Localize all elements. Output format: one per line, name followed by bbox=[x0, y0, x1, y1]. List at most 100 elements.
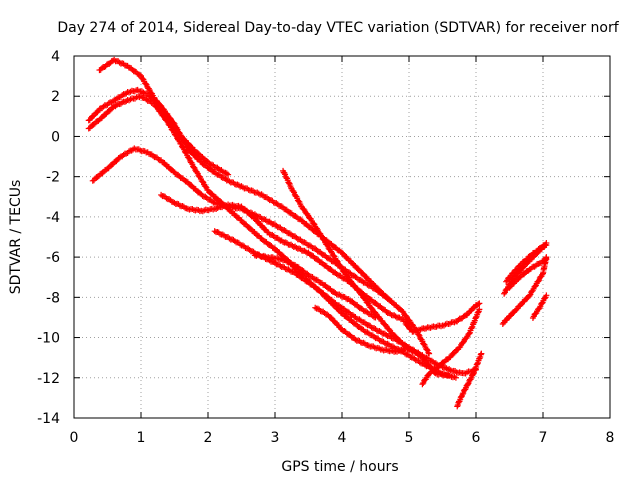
plot-frame bbox=[73, 55, 611, 419]
data-point bbox=[239, 242, 246, 249]
data-point bbox=[272, 221, 278, 228]
data-point bbox=[213, 170, 220, 177]
data-point bbox=[312, 304, 319, 311]
series-arc-l bbox=[454, 350, 485, 410]
data-point bbox=[450, 350, 457, 357]
data-point bbox=[363, 321, 370, 328]
series-arc-p bbox=[499, 254, 550, 327]
data-point bbox=[278, 226, 285, 233]
x-tick-label: 5 bbox=[405, 430, 414, 446]
data-point bbox=[172, 132, 179, 139]
data-point bbox=[385, 296, 392, 303]
y-axis-label: SDTVAR / TECUs bbox=[8, 180, 24, 295]
data-point bbox=[513, 306, 520, 313]
data-point bbox=[310, 220, 317, 227]
data-point bbox=[276, 236, 283, 243]
y-tick-label: 2 bbox=[51, 89, 60, 105]
data-point bbox=[163, 117, 170, 124]
data-point bbox=[289, 242, 296, 249]
data-point bbox=[316, 279, 323, 286]
data-point bbox=[211, 228, 218, 235]
data-point bbox=[357, 276, 364, 283]
x-tick-label: 1 bbox=[137, 430, 146, 446]
series-arc-n bbox=[503, 240, 550, 285]
data-point bbox=[286, 180, 293, 187]
data-point bbox=[246, 224, 253, 231]
data-marks bbox=[85, 56, 550, 410]
data-point bbox=[188, 182, 195, 189]
data-point bbox=[423, 346, 430, 353]
data-point bbox=[111, 56, 118, 63]
data-point bbox=[363, 308, 370, 315]
x-tick-label: 7 bbox=[539, 430, 548, 446]
data-point bbox=[163, 195, 170, 202]
data-point bbox=[141, 148, 148, 155]
series-arc-i bbox=[312, 304, 453, 379]
data-point bbox=[225, 171, 232, 178]
data-point bbox=[452, 374, 459, 381]
data-point bbox=[468, 324, 475, 331]
data-point bbox=[187, 148, 194, 155]
data-point bbox=[223, 170, 230, 177]
data-point bbox=[543, 240, 550, 247]
data-point bbox=[376, 337, 383, 344]
data-point bbox=[416, 359, 423, 366]
data-point bbox=[300, 206, 307, 213]
data-point bbox=[419, 381, 426, 388]
series-arc-k bbox=[419, 306, 483, 388]
data-point bbox=[410, 354, 417, 361]
data-point bbox=[402, 312, 409, 319]
data-point bbox=[425, 349, 432, 356]
data-point bbox=[189, 205, 196, 212]
data-point bbox=[526, 292, 533, 299]
series-arc-j bbox=[402, 300, 483, 335]
x-tick-label: 6 bbox=[472, 430, 481, 446]
data-point bbox=[337, 292, 344, 299]
data-point bbox=[414, 327, 421, 334]
data-point bbox=[361, 328, 368, 335]
data-point bbox=[205, 207, 212, 214]
data-point bbox=[371, 333, 378, 340]
data-point bbox=[155, 156, 162, 163]
series-arc-e bbox=[158, 191, 412, 327]
data-point bbox=[123, 98, 130, 105]
data-point bbox=[277, 263, 284, 270]
data-point bbox=[464, 381, 471, 388]
data-point bbox=[476, 300, 483, 307]
data-point bbox=[178, 134, 185, 141]
y-tick-label: -4 bbox=[46, 210, 60, 226]
data-point bbox=[136, 71, 143, 78]
data-point bbox=[100, 103, 107, 110]
data-point bbox=[125, 148, 132, 155]
data-point bbox=[116, 59, 123, 66]
data-point bbox=[160, 112, 167, 119]
data-point bbox=[501, 290, 508, 297]
data-point bbox=[513, 266, 520, 273]
data-point bbox=[392, 333, 399, 340]
data-point bbox=[209, 198, 216, 205]
data-point bbox=[323, 241, 330, 248]
data-point bbox=[383, 331, 390, 338]
data-point bbox=[506, 284, 513, 291]
x-tick-label: 4 bbox=[338, 430, 347, 446]
data-point bbox=[170, 119, 177, 126]
data-point bbox=[478, 350, 485, 357]
data-point bbox=[106, 107, 113, 114]
data-point bbox=[356, 316, 363, 323]
x-tick-label: 2 bbox=[204, 430, 213, 446]
data-point bbox=[327, 314, 334, 321]
data-point bbox=[269, 231, 276, 238]
grid bbox=[74, 56, 610, 418]
data-point bbox=[158, 191, 165, 198]
data-point bbox=[214, 164, 221, 171]
series-arc-b bbox=[85, 86, 433, 357]
y-tick-label: -6 bbox=[46, 250, 60, 266]
data-point bbox=[446, 372, 453, 379]
data-point bbox=[298, 238, 305, 245]
data-point bbox=[369, 285, 376, 292]
data-point bbox=[310, 275, 317, 282]
data-point bbox=[250, 248, 257, 255]
y-tick-label: -10 bbox=[37, 331, 60, 347]
data-point bbox=[226, 178, 233, 185]
data-point bbox=[364, 281, 371, 288]
